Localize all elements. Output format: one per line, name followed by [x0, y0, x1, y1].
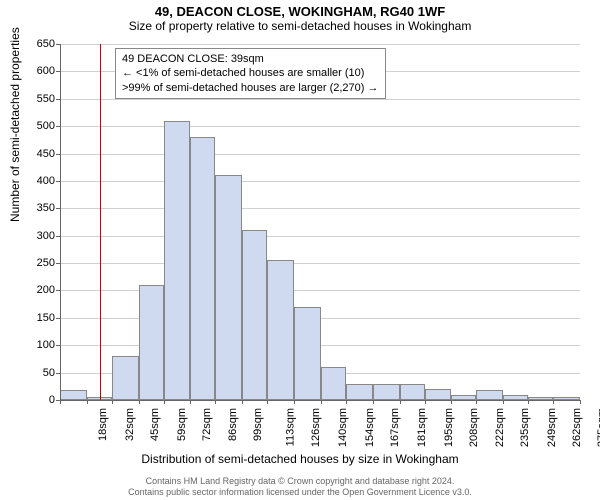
gridline — [60, 263, 580, 264]
xtick-label: 275sqm — [596, 408, 600, 447]
histogram-bar — [373, 384, 400, 400]
ytick-label: 350 — [15, 202, 55, 214]
histogram-bar — [267, 260, 294, 400]
xtick-label: 99sqm — [252, 408, 264, 441]
info-box: 49 DEACON CLOSE: 39sqm← <1% of semi-deta… — [115, 48, 386, 99]
info-box-line: 49 DEACON CLOSE: 39sqm — [122, 52, 379, 66]
footer-line-1: Contains HM Land Registry data © Crown c… — [0, 476, 600, 487]
attribution-footer: Contains HM Land Registry data © Crown c… — [0, 476, 600, 498]
xtick-label: 249sqm — [546, 408, 558, 447]
y-axis-line — [60, 44, 61, 400]
gridline — [60, 181, 580, 182]
x-axis-line — [60, 400, 580, 401]
ytick-label: 550 — [15, 93, 55, 105]
ytick-label: 300 — [15, 230, 55, 242]
gridline — [60, 154, 580, 155]
ytick-label: 400 — [15, 175, 55, 187]
xtick-label: 59sqm — [176, 408, 188, 441]
gridline — [60, 126, 580, 127]
histogram-bar — [476, 390, 503, 400]
reference-line — [100, 44, 101, 400]
histogram-bar — [346, 384, 373, 400]
histogram-bar — [400, 384, 425, 400]
gridline — [60, 208, 580, 209]
histogram-bar — [215, 175, 242, 400]
ytick-label: 50 — [15, 367, 55, 379]
histogram-bar — [164, 121, 191, 400]
xtick-label: 140sqm — [337, 408, 349, 447]
xtick-label: 181sqm — [416, 408, 428, 447]
footer-line-2: Contains public sector information licen… — [0, 487, 600, 498]
info-box-line: >99% of semi-detached houses are larger … — [122, 81, 379, 95]
xtick-label: 86sqm — [228, 408, 240, 441]
histogram-bar — [294, 307, 321, 400]
chart-subtitle: Size of property relative to semi-detach… — [0, 19, 600, 35]
gridline — [60, 99, 580, 100]
xtick-label: 222sqm — [495, 408, 507, 447]
xtick-label: 72sqm — [201, 408, 213, 441]
ytick-label: 600 — [15, 65, 55, 77]
xtick-label: 262sqm — [571, 408, 583, 447]
xtick-label: 45sqm — [149, 408, 161, 441]
histogram-bar — [60, 390, 87, 400]
ytick-label: 450 — [15, 148, 55, 160]
info-box-line: ← <1% of semi-detached houses are smalle… — [122, 66, 379, 80]
histogram-bar — [425, 389, 452, 400]
xtick-label: 167sqm — [389, 408, 401, 447]
histogram-bar — [190, 137, 215, 400]
ytick-label: 500 — [15, 120, 55, 132]
gridline — [60, 236, 580, 237]
xtick-label: 195sqm — [443, 408, 455, 447]
histogram-bar — [242, 230, 267, 400]
ytick-label: 0 — [15, 394, 55, 406]
plot-area: 49 DEACON CLOSE: 39sqm← <1% of semi-deta… — [60, 44, 580, 400]
ytick-label: 150 — [15, 312, 55, 324]
x-axis-label: Distribution of semi-detached houses by … — [0, 452, 600, 466]
ytick-label: 100 — [15, 339, 55, 351]
histogram-bar — [139, 285, 164, 400]
xtick-label: 126sqm — [310, 408, 322, 447]
chart-title: 49, DEACON CLOSE, WOKINGHAM, RG40 1WF — [0, 0, 600, 19]
histogram-bar — [321, 367, 346, 400]
xtick-label: 208sqm — [468, 408, 480, 447]
gridline — [60, 44, 580, 45]
xtick-label: 18sqm — [97, 408, 109, 441]
xtick-mark — [580, 400, 581, 404]
ytick-label: 250 — [15, 257, 55, 269]
xtick-label: 113sqm — [285, 408, 297, 446]
xtick-label: 235sqm — [520, 408, 532, 447]
property-size-chart: 49, DEACON CLOSE, WOKINGHAM, RG40 1WF Si… — [0, 0, 600, 500]
xtick-label: 154sqm — [364, 408, 376, 447]
histogram-bar — [112, 356, 139, 400]
ytick-label: 650 — [15, 38, 55, 50]
ytick-label: 200 — [15, 284, 55, 296]
xtick-label: 32sqm — [124, 408, 136, 441]
